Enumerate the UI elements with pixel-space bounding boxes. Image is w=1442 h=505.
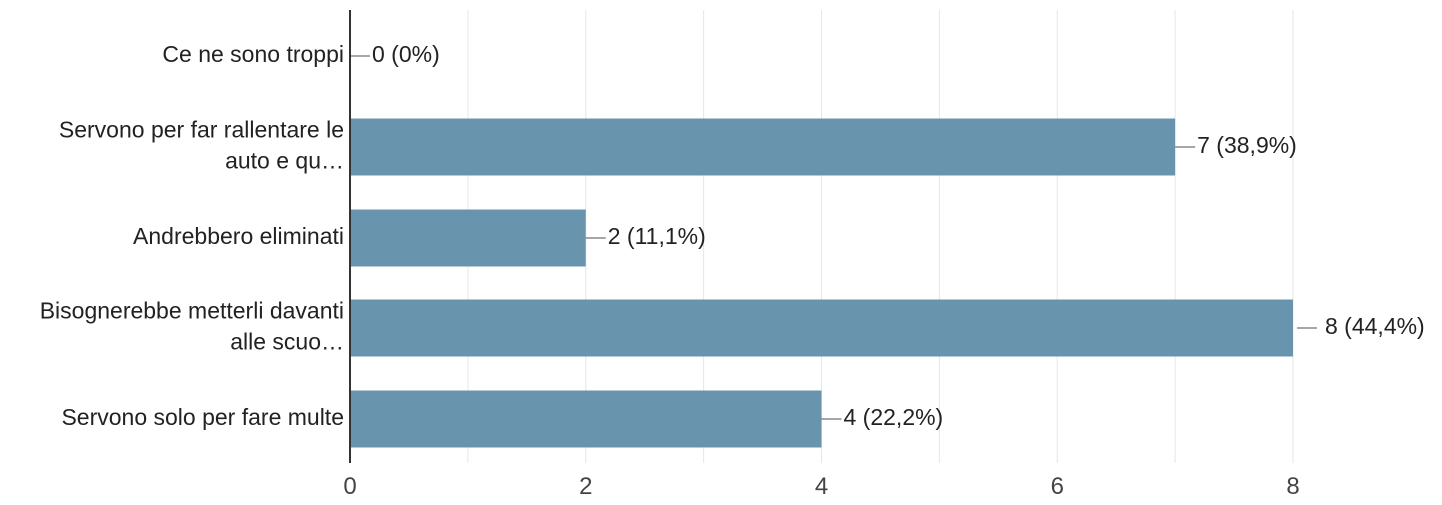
data-label: 8 (44,4%) xyxy=(1325,313,1425,339)
category-label: Ce ne sono troppi xyxy=(162,41,344,67)
bar xyxy=(350,118,1176,176)
category-label: alle scuo… xyxy=(230,329,344,355)
x-tick-label: 0 xyxy=(343,473,356,500)
x-tick-label: 4 xyxy=(815,473,828,500)
data-label: 4 (22,2%) xyxy=(844,404,944,430)
bar xyxy=(350,299,1293,357)
x-tick-label: 2 xyxy=(579,473,592,500)
category-label: Bisognerebbe metterli davanti xyxy=(40,298,344,324)
x-tick-label: 8 xyxy=(1286,473,1299,500)
category-label: Servono solo per fare multe xyxy=(61,404,344,430)
data-label: 7 (38,9%) xyxy=(1197,132,1297,158)
data-label: 2 (11,1%) xyxy=(608,223,706,249)
category-label: auto e qu… xyxy=(225,148,344,174)
bar xyxy=(350,390,822,448)
data-label: 0 (0%) xyxy=(372,41,440,67)
bar xyxy=(350,209,586,267)
category-label: Servono per far rallentare le xyxy=(59,117,344,143)
category-label: Andrebbero eliminati xyxy=(133,223,344,249)
x-tick-label: 6 xyxy=(1051,473,1064,500)
